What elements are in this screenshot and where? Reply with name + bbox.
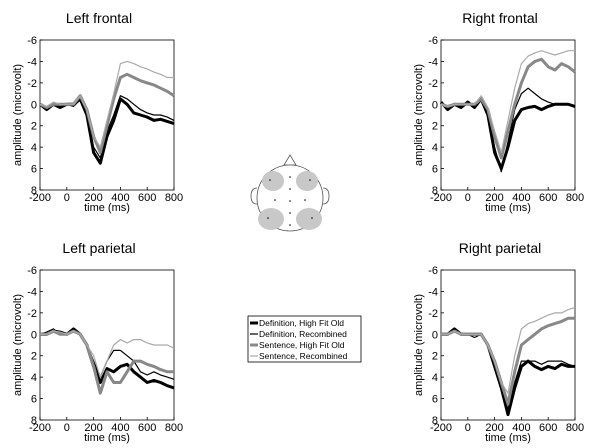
y-tick-label: -2 <box>27 308 37 320</box>
y-axis-label: amplitude (microvolt) <box>413 64 425 166</box>
chart-title: Left frontal <box>66 10 132 26</box>
x-tick-label: 400 <box>111 422 129 434</box>
y-tick-label: -6 <box>27 265 37 277</box>
y-tick-label: 4 <box>31 372 37 384</box>
x-tick-label: -200 <box>29 422 51 434</box>
y-tick-label: -2 <box>428 78 438 90</box>
y-axis-label: amplitude (microvolt) <box>12 294 24 396</box>
y-tick-label: 8 <box>31 415 37 427</box>
chart-title: Left parietal <box>62 240 135 256</box>
y-axis-label: amplitude (microvolt) <box>413 294 425 396</box>
y-tick-label: -6 <box>428 265 438 277</box>
y-tick-label: 2 <box>432 121 438 133</box>
x-tick-label: 0 <box>64 192 70 204</box>
x-tick-label: 600 <box>539 192 557 204</box>
x-tick-label: 200 <box>84 422 102 434</box>
plot-frame <box>39 269 175 421</box>
legend-label: Sentence, High Fit Old <box>259 340 345 350</box>
y-tick-label: -2 <box>27 78 37 90</box>
y-tick-label: 2 <box>432 351 438 363</box>
y-axis-label: amplitude (microvolt) <box>12 64 24 166</box>
y-tick-label: -4 <box>27 56 37 68</box>
x-tick-label: 0 <box>64 422 70 434</box>
y-tick-label: 0 <box>432 99 438 111</box>
x-tick-label: -200 <box>430 422 452 434</box>
x-tick-label: -200 <box>29 192 51 204</box>
x-tick-label: 600 <box>539 422 557 434</box>
x-tick-label: 200 <box>84 192 102 204</box>
chart-title: Right frontal <box>462 10 537 26</box>
y-tick-label: 4 <box>31 142 37 154</box>
y-tick-label: 8 <box>31 185 37 197</box>
y-tick-label: -6 <box>428 35 438 47</box>
x-tick-label: 400 <box>111 192 129 204</box>
x-tick-label: -200 <box>430 192 452 204</box>
x-tick-label: 400 <box>512 192 530 204</box>
y-tick-label: -2 <box>428 308 438 320</box>
plot-frame <box>440 269 576 421</box>
y-tick-label: -6 <box>27 35 37 47</box>
x-tick-label: 200 <box>485 422 503 434</box>
y-tick-label: 8 <box>432 415 438 427</box>
y-tick-label: 0 <box>31 329 37 341</box>
y-tick-label: 2 <box>31 351 37 363</box>
legend-label: Definition, High Fit Old <box>259 318 344 328</box>
x-axis-label: time (ms) <box>84 432 130 444</box>
y-tick-label: -4 <box>27 286 37 298</box>
head-diagram <box>250 154 330 232</box>
series-line <box>441 306 576 394</box>
x-axis-label: time (ms) <box>485 202 531 214</box>
y-tick-label: 6 <box>31 164 37 176</box>
series-line <box>39 97 175 165</box>
series-line <box>40 330 175 378</box>
y-tick-label: 0 <box>31 99 37 111</box>
x-tick-label: 600 <box>138 422 156 434</box>
legend-label: Sentence, Recombined <box>259 351 348 361</box>
series-line <box>39 60 174 148</box>
plot-frame <box>39 39 175 191</box>
chart-title: Right parietal <box>459 240 542 256</box>
plot-frame <box>440 39 576 191</box>
y-tick-label: 0 <box>432 329 438 341</box>
x-tick-label: 800 <box>566 422 584 434</box>
x-tick-label: 800 <box>165 422 183 434</box>
y-tick-label: -4 <box>428 286 438 298</box>
series-line <box>440 50 575 154</box>
x-tick-label: 0 <box>465 422 471 434</box>
x-tick-label: 400 <box>512 422 530 434</box>
y-tick-label: 6 <box>432 164 438 176</box>
legend-box <box>247 315 362 363</box>
y-tick-label: 4 <box>432 372 438 384</box>
x-tick-label: 800 <box>165 192 183 204</box>
series-line <box>40 329 174 395</box>
y-tick-label: 4 <box>432 142 438 154</box>
y-tick-label: 8 <box>432 185 438 197</box>
y-tick-label: 6 <box>432 394 438 406</box>
legend-label: Definition, Recombined <box>259 329 347 339</box>
x-tick-label: 600 <box>138 192 156 204</box>
x-tick-label: 800 <box>566 192 584 204</box>
x-axis-label: time (ms) <box>84 202 130 214</box>
x-tick-label: 200 <box>485 192 503 204</box>
x-tick-label: 0 <box>465 192 471 204</box>
y-tick-label: 6 <box>31 394 37 406</box>
y-tick-label: 2 <box>31 121 37 133</box>
y-tick-label: -4 <box>428 56 438 68</box>
x-axis-label: time (ms) <box>485 432 531 444</box>
